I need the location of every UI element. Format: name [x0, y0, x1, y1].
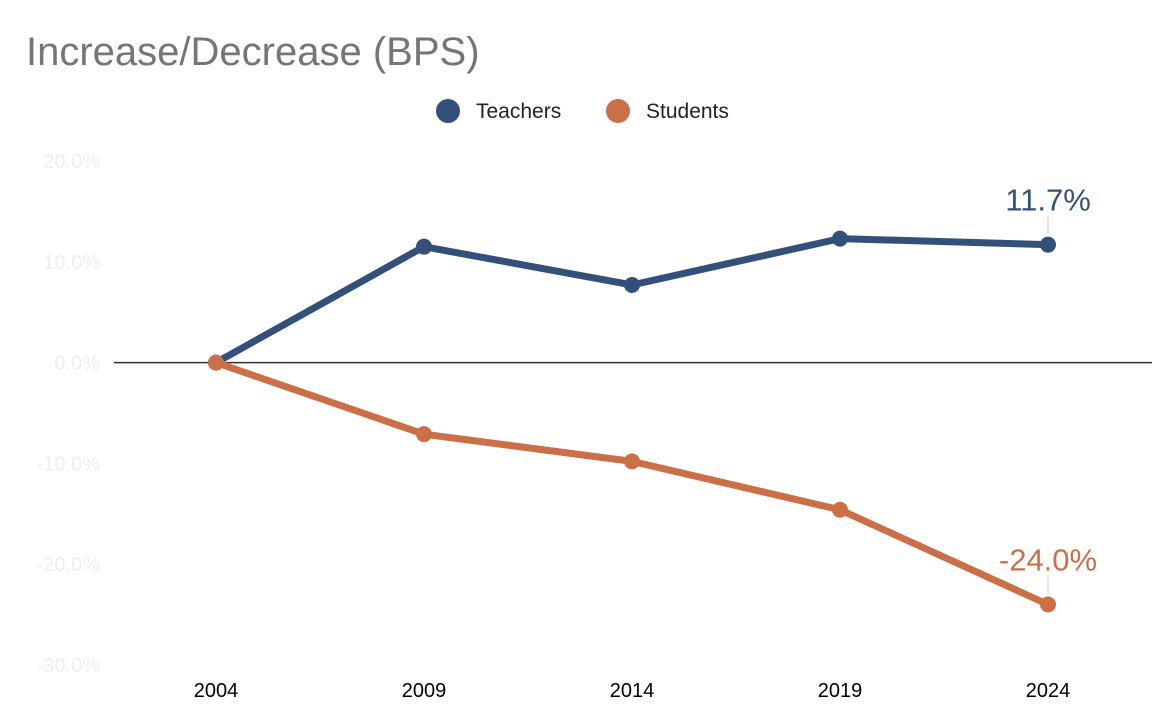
y-tick-label: 0.0%	[54, 353, 100, 375]
data-point-students	[208, 354, 224, 371]
x-tick-label: 2014	[610, 680, 655, 702]
y-tick-label: -20.0%	[37, 554, 101, 576]
series-line-teachers	[212, 235, 1052, 367]
data-point-teachers	[416, 238, 432, 255]
y-axis-ticks: 20.0% 10.0% 0.0% -10.0% -20.0% -30.0%	[37, 151, 101, 677]
y-tick-label: -10.0%	[37, 453, 101, 475]
data-point-students	[1040, 596, 1056, 613]
data-point-teachers	[1040, 236, 1056, 253]
end-labels: 11.7% -24.0%	[999, 183, 1097, 595]
end-label-students: -24.0%	[999, 543, 1097, 578]
legend-label: Students	[646, 100, 729, 123]
data-point-teachers	[832, 230, 848, 247]
y-tick-label: 20.0%	[43, 151, 100, 173]
x-tick-label: 2024	[1026, 680, 1071, 702]
end-label-teachers: 11.7%	[1005, 183, 1091, 218]
legend-swatch	[436, 99, 460, 123]
data-point-students	[832, 501, 848, 518]
y-tick-label: 10.0%	[43, 252, 100, 274]
legend-label: Teachers	[476, 100, 561, 123]
data-point-students	[624, 453, 640, 470]
chart-title: Increase/Decrease (BPS)	[26, 30, 480, 74]
x-tick-label: 2009	[402, 680, 447, 702]
x-tick-label: 2004	[194, 680, 239, 702]
data-point-teachers	[624, 276, 640, 293]
series-layer	[208, 230, 1056, 613]
x-axis-ticks: 2004 2009 2014 2019 2024	[194, 680, 1071, 702]
legend-swatch	[606, 99, 630, 123]
x-tick-label: 2019	[818, 680, 863, 702]
legend: Teachers Students	[436, 99, 729, 123]
series-line-students	[212, 359, 1052, 609]
y-tick-label: -30.0%	[37, 655, 101, 677]
data-point-students	[416, 426, 432, 443]
